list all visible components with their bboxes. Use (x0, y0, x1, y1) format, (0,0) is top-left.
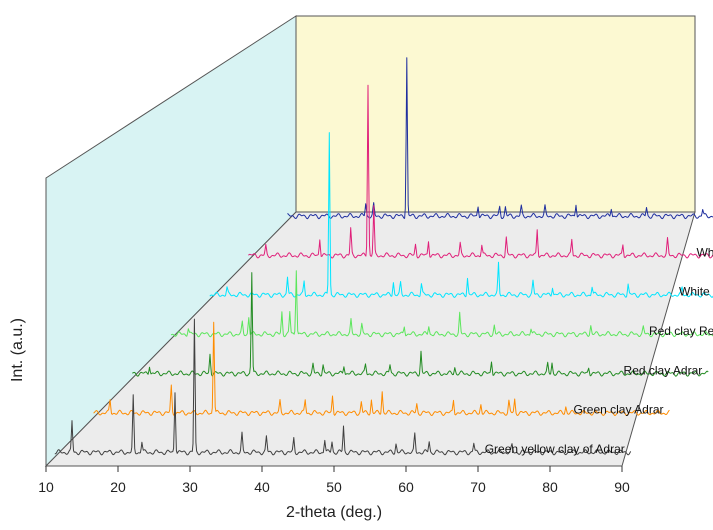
x-tick-label: 40 (254, 479, 270, 495)
x-tick-label: 30 (182, 479, 198, 495)
series-line (93, 321, 670, 416)
series-line (170, 270, 713, 338)
series-line (248, 84, 713, 259)
x-tick-label: 10 (38, 479, 54, 495)
y-axis-title: Int. (a.u.) (9, 318, 26, 382)
series-line (54, 318, 632, 456)
series-label: Red clay Reggan (649, 324, 713, 338)
x-tick-label: 80 (542, 479, 558, 495)
x-tick-label: 60 (398, 479, 414, 495)
x-axis-ticks: 10 20 30 40 50 60 70 80 90 (38, 466, 630, 495)
series-label: White-red clay Reggan (696, 245, 713, 259)
series-label: Red clay Adrar (624, 363, 703, 377)
x-axis-title: 2-theta (deg.) (286, 504, 382, 521)
series-label: White clay Reggan (679, 285, 713, 299)
series-label: Green yellow clay of Adrar (485, 442, 625, 456)
x-tick-label: 20 (110, 479, 126, 495)
series-line (209, 132, 713, 298)
series-line (132, 272, 709, 377)
back-wall (295, 15, 696, 213)
series-line (287, 57, 713, 220)
series-layer: Red clay TimimounWhite-red clay RegganWh… (54, 57, 713, 456)
x-tick-label: 50 (326, 479, 342, 495)
x-tick-label: 90 (614, 479, 630, 495)
floor (44, 211, 696, 467)
series-label: Green clay Adrar (573, 403, 663, 417)
x-tick-label: 70 (470, 479, 486, 495)
